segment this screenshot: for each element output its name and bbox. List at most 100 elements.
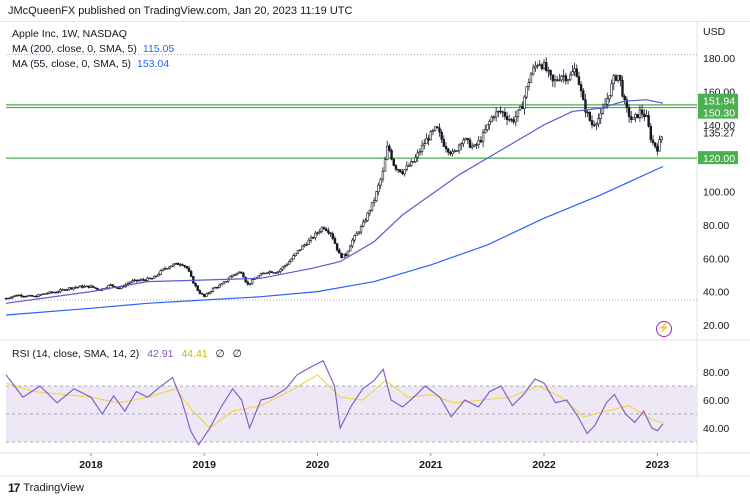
candle-body xyxy=(560,75,563,81)
candle-body xyxy=(647,115,650,127)
candle-body xyxy=(503,112,507,117)
price-tick-label: 180.00 xyxy=(703,53,735,65)
candle-body xyxy=(22,295,25,298)
candle-body xyxy=(296,250,300,254)
candle-body xyxy=(632,117,635,120)
candle-body xyxy=(505,116,509,120)
candle-body xyxy=(338,249,341,254)
candle-body xyxy=(250,279,254,284)
candle-body xyxy=(15,295,19,297)
candle-body xyxy=(588,111,592,121)
candle-body xyxy=(44,293,47,295)
candle-body xyxy=(179,264,182,266)
candle-body xyxy=(455,150,459,152)
candle-body xyxy=(508,119,511,121)
footer: 17 TradingView xyxy=(8,481,84,495)
candle-body xyxy=(259,273,263,277)
candle-body xyxy=(46,292,49,295)
candle-body xyxy=(246,281,250,285)
candle-body xyxy=(242,272,245,278)
candle-body xyxy=(368,210,371,214)
candle-body xyxy=(89,285,93,288)
candle-body xyxy=(4,298,8,300)
candle-body xyxy=(333,238,337,244)
candle-body xyxy=(527,82,531,88)
candle-body xyxy=(281,266,284,270)
candle-body xyxy=(292,255,295,260)
candle-body xyxy=(512,119,515,123)
candle-body xyxy=(416,152,419,158)
candle-body xyxy=(490,116,493,122)
candle-body xyxy=(396,168,400,171)
candle-body xyxy=(28,295,32,297)
candle-body xyxy=(634,114,637,119)
candle-body xyxy=(41,293,45,295)
price-tag-150-30-bg xyxy=(698,105,738,119)
candle-body xyxy=(409,161,413,167)
candle-body xyxy=(357,231,361,234)
candle-body xyxy=(431,129,435,132)
candle-body xyxy=(320,227,324,232)
candle-body xyxy=(283,265,287,268)
candle-body xyxy=(348,245,352,252)
candle-body xyxy=(475,144,478,146)
candle-body xyxy=(510,119,513,121)
candle-body xyxy=(163,268,167,270)
candle-body xyxy=(531,67,535,75)
candle-body xyxy=(549,69,552,76)
candle-body xyxy=(301,245,304,250)
candle-body xyxy=(451,151,454,155)
candle-body xyxy=(536,64,539,67)
candle-body xyxy=(318,231,321,234)
candle-body xyxy=(401,171,404,175)
candle-body xyxy=(464,138,467,141)
candle-body xyxy=(257,275,260,279)
time-axis-label: 2018 xyxy=(79,459,103,471)
candle-body xyxy=(427,138,430,141)
candle-body xyxy=(529,73,533,83)
candle-body xyxy=(381,170,385,180)
candle-body xyxy=(418,151,422,154)
candle-body xyxy=(37,294,40,298)
candle-body xyxy=(174,262,178,265)
candle-body xyxy=(499,110,502,113)
candle-body xyxy=(168,266,171,269)
candle-body xyxy=(569,74,572,81)
candle-body xyxy=(420,144,424,152)
candle-body xyxy=(277,271,280,273)
candle-body xyxy=(152,276,156,279)
candle-body xyxy=(222,281,226,285)
candle-body xyxy=(606,98,609,105)
candle-body xyxy=(172,263,175,267)
candle-body xyxy=(562,75,565,77)
candle-body xyxy=(335,243,339,251)
candle-body xyxy=(248,283,252,285)
candle-body xyxy=(636,114,639,118)
candle-body xyxy=(211,287,215,292)
rsi-symbol-1: ∅ xyxy=(215,348,225,360)
time-axis-label: 2021 xyxy=(419,459,443,471)
candle-body xyxy=(131,280,134,283)
candle-body xyxy=(486,124,489,131)
candle-body xyxy=(597,118,600,125)
candle-body xyxy=(209,291,212,294)
candle-body xyxy=(198,290,202,294)
candle-body xyxy=(272,272,276,274)
lightning-icon[interactable]: ⚡ xyxy=(656,321,672,337)
candle-body xyxy=(370,202,374,211)
price-tick-label: 100.00 xyxy=(703,187,735,199)
candle-body xyxy=(235,272,239,275)
candle-body xyxy=(438,127,441,133)
rsi-symbol-2: ∅ xyxy=(232,348,242,360)
candle-body xyxy=(81,285,84,288)
candle-body xyxy=(433,126,437,131)
candle-body xyxy=(477,139,480,145)
candle-body xyxy=(327,230,330,234)
price-tag-120-00-bg xyxy=(698,151,738,165)
candle-body xyxy=(423,143,426,146)
candle-body xyxy=(213,287,217,289)
candle-body xyxy=(65,288,69,291)
candle-body xyxy=(621,80,624,97)
candle-body xyxy=(94,287,97,289)
